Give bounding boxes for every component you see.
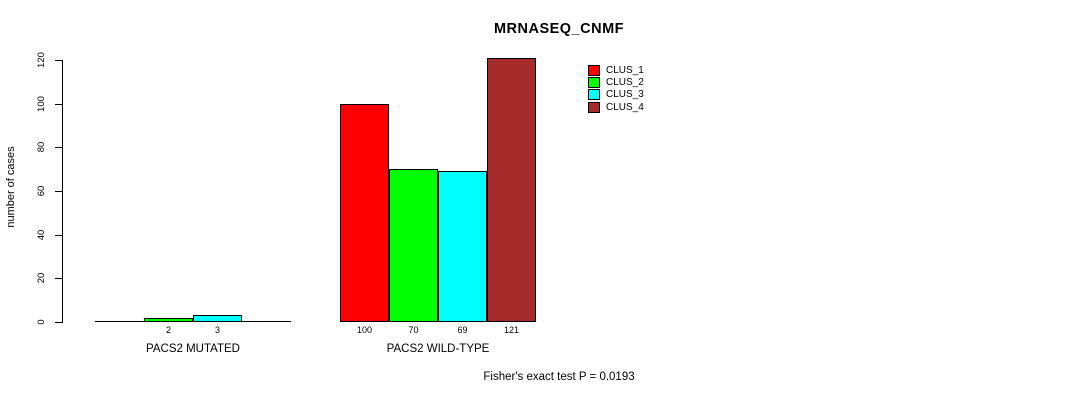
- bar-value-label: 100: [356, 325, 373, 335]
- y-tick-mark: [55, 322, 62, 323]
- legend-label: CLUS_4: [606, 101, 644, 113]
- y-tick-label: 100: [36, 96, 47, 112]
- bar-value-label: 69: [457, 325, 468, 335]
- bar-value-label: 3: [214, 325, 220, 335]
- bar-value-label: 2: [165, 325, 171, 335]
- bar-value-label: 70: [408, 325, 419, 335]
- y-tick-label: 80: [36, 141, 47, 153]
- bar-value-label: 121: [503, 325, 520, 335]
- legend-item-clus-4: CLUS_4: [588, 101, 644, 113]
- y-axis-label: number of cases: [5, 146, 17, 228]
- y-tick-label: 20: [36, 272, 47, 284]
- y-tick-mark: [55, 278, 62, 279]
- fisher-test-annotation: Fisher's exact test P = 0.0193: [483, 371, 635, 383]
- y-tick-label: 40: [36, 229, 47, 241]
- legend-item-clus-3: CLUS_3: [588, 89, 644, 101]
- category-label-pacs2-wild-type: PACS2 WILD-TYPE: [386, 343, 490, 355]
- chart-title: MRNASEQ_CNMF: [493, 21, 625, 37]
- legend-swatch-clus-2: [588, 77, 600, 89]
- zero-bar-pacs2-mutated-clus-1: [95, 321, 144, 322]
- legend-swatch-clus-1: [588, 65, 600, 76]
- y-tick-mark: [55, 235, 62, 236]
- legend-item-clus-2: CLUS_2: [588, 77, 644, 89]
- y-tick-mark: [55, 147, 62, 148]
- legend-label: CLUS_3: [606, 89, 644, 101]
- y-axis-line: [62, 60, 63, 323]
- bar-pacs2-wild-type-clus-4: [487, 58, 536, 322]
- bar-pacs2-wild-type-clus-2: [389, 169, 438, 322]
- legend-item-clus-1: CLUS_1: [588, 65, 644, 76]
- zero-bar-pacs2-mutated-clus-4: [242, 321, 291, 322]
- y-tick-label: 0: [36, 319, 47, 325]
- legend-label: CLUS_2: [606, 77, 644, 89]
- y-tick-mark: [55, 104, 62, 105]
- bar-pacs2-wild-type-clus-1: [340, 104, 389, 322]
- y-tick-mark: [55, 60, 62, 61]
- legend-label: CLUS_1: [606, 65, 644, 76]
- y-tick-mark: [55, 191, 62, 192]
- y-tick-label: 60: [36, 185, 47, 197]
- bar-pacs2-mutated-clus-2: [144, 318, 193, 322]
- legend-swatch-clus-3: [588, 89, 600, 101]
- category-label-pacs2-mutated: PACS2 MUTATED: [146, 343, 240, 355]
- bar-pacs2-mutated-clus-3: [193, 315, 242, 322]
- y-tick-label: 120: [36, 52, 47, 68]
- bar-pacs2-wild-type-clus-3: [438, 171, 487, 322]
- legend-swatch-clus-4: [588, 101, 600, 113]
